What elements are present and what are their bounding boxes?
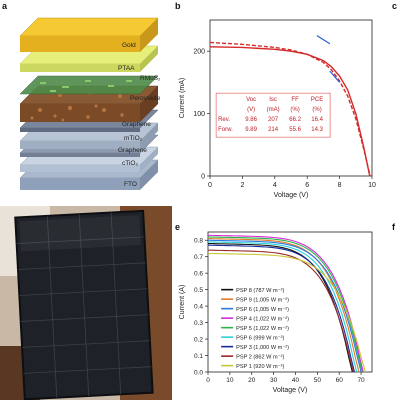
- y-tick-label: 100: [193, 111, 205, 118]
- legend-label: PSP 6 (999 W m⁻²): [236, 335, 284, 341]
- y-tick-label: 200: [193, 49, 205, 56]
- solar-module-photo: [0, 206, 172, 400]
- series-line-rev: [209, 46, 371, 177]
- y-axis-label: Current (A): [179, 285, 186, 320]
- table-cell: PCE: [311, 97, 323, 103]
- label-mtio2: mTiO₂: [124, 135, 143, 142]
- table-cell: 9.89: [245, 127, 257, 133]
- panel-e-chart: 0 10 20 30 40 50 60 70 0.0 0.1 0.2 0.3 0.4 0.5 0.6 0.7 0…: [179, 231, 373, 394]
- y-tick-label: 0.8: [194, 238, 203, 245]
- layer-gold: [19, 17, 159, 52]
- legend-label: PSP 5 (1,022 W m⁻²): [236, 326, 289, 332]
- panel-c-letter: c: [392, 1, 398, 11]
- y-tick-label: 0.6: [194, 270, 203, 277]
- params-table-frame: [215, 92, 331, 138]
- scan-arrow-forw: [329, 70, 341, 83]
- table-cell: (%): [312, 107, 321, 113]
- table-cell: Voc: [246, 97, 256, 103]
- scan-arrow-rev: [316, 35, 331, 45]
- table-cell: 66.2: [289, 117, 301, 123]
- x-tick-label: 0: [208, 182, 212, 189]
- y-tick-label: 0.5: [194, 287, 203, 294]
- table-cell: Rev.: [218, 117, 230, 123]
- panel-a-letter: a: [2, 1, 8, 11]
- table-cell: 14.3: [311, 127, 323, 133]
- x-tick-label: 2: [240, 182, 244, 189]
- x-tick-label: 10: [226, 377, 234, 384]
- device-stack-diagram: Gold PTAA RMoS₂ Perovskite Graphene mTiO…: [19, 17, 161, 190]
- legend-label: PSP 6 (1,005 W m⁻²): [236, 307, 289, 313]
- legend-label: PSP 4 (1,022 W m⁻²): [236, 316, 289, 322]
- label-ctio2: cTiO₂: [122, 160, 138, 167]
- label-gold: Gold: [122, 42, 136, 49]
- x-tick-label: 8: [338, 182, 342, 189]
- x-tick-label: 30: [270, 377, 278, 384]
- series-line: [207, 252, 366, 373]
- label-graphene-2: Graphene: [118, 147, 147, 154]
- y-tick-label: 0.4: [194, 303, 203, 310]
- x-tick-label: 6: [305, 182, 309, 189]
- label-ptaa: PTAA: [118, 65, 135, 72]
- y-tick-label: 0: [201, 174, 205, 181]
- table-cell: (V): [247, 107, 255, 113]
- y-tick-label: 0.0: [194, 369, 203, 376]
- legend-label: PSP 9 (1,005 W m⁻²): [236, 297, 289, 303]
- plot-frame: [209, 19, 373, 177]
- table-cell: 16.4: [311, 117, 323, 123]
- label-rmos2: RMoS₂: [140, 75, 161, 82]
- legend-label: PSP 3 (1,000 W m⁻²): [236, 345, 289, 351]
- x-axis-label: Voltage (V): [273, 387, 308, 394]
- x-tick-label: 0: [206, 377, 210, 384]
- legend-label: PSP 1 (920 W m⁻²): [236, 364, 284, 370]
- series-line: [207, 241, 358, 373]
- y-axis-label: Current (mA): [179, 78, 186, 118]
- series-line: [207, 244, 356, 373]
- series-line: [207, 249, 354, 373]
- table-cell: 207: [268, 117, 279, 123]
- x-tick-label: 20: [248, 377, 256, 384]
- y-tick-label: 0.3: [194, 320, 203, 327]
- table-cell: Isc: [269, 97, 277, 103]
- table-cell: (mA): [267, 107, 280, 113]
- x-tick-label: 50: [314, 377, 322, 384]
- table-cell: (%): [290, 107, 299, 113]
- x-tick-label: 70: [357, 377, 365, 384]
- x-tick-label: 10: [368, 182, 376, 189]
- x-tick-label: 4: [273, 182, 277, 189]
- series-line: [207, 239, 362, 373]
- x-tick-label: 40: [292, 377, 300, 384]
- panel-e-letter: e: [175, 222, 181, 232]
- plot-frame: [207, 231, 373, 373]
- table-cell: Forw.: [218, 127, 233, 133]
- series-line-forw: [209, 41, 371, 177]
- table-cell: 9.86: [245, 117, 257, 123]
- table-cell: FF: [291, 97, 299, 103]
- y-tick-label: 0.7: [194, 254, 203, 261]
- layer-rmos2: [19, 75, 159, 95]
- label-perovskite: Perovskite: [130, 95, 161, 102]
- table-cell: 55.6: [289, 127, 301, 133]
- y-tick-label: 0.2: [194, 336, 203, 343]
- panel-b-letter: b: [175, 1, 181, 11]
- series-line: [207, 242, 353, 373]
- x-tick-label: 60: [336, 377, 344, 384]
- series-line: [207, 234, 364, 373]
- table-cell: 214: [268, 127, 279, 133]
- series-line: [207, 236, 363, 373]
- y-tick-label: 0.1: [194, 353, 203, 360]
- label-fto: FTO: [124, 181, 137, 188]
- x-axis-label: Voltage (V): [274, 192, 309, 199]
- panel-f-letter: f: [392, 222, 395, 232]
- legend-label: PSP 8 (787 W m⁻²): [236, 288, 284, 294]
- legend-label: PSP 2 (862 W m⁻²): [236, 354, 284, 360]
- label-graphene-1: Graphene: [122, 121, 151, 128]
